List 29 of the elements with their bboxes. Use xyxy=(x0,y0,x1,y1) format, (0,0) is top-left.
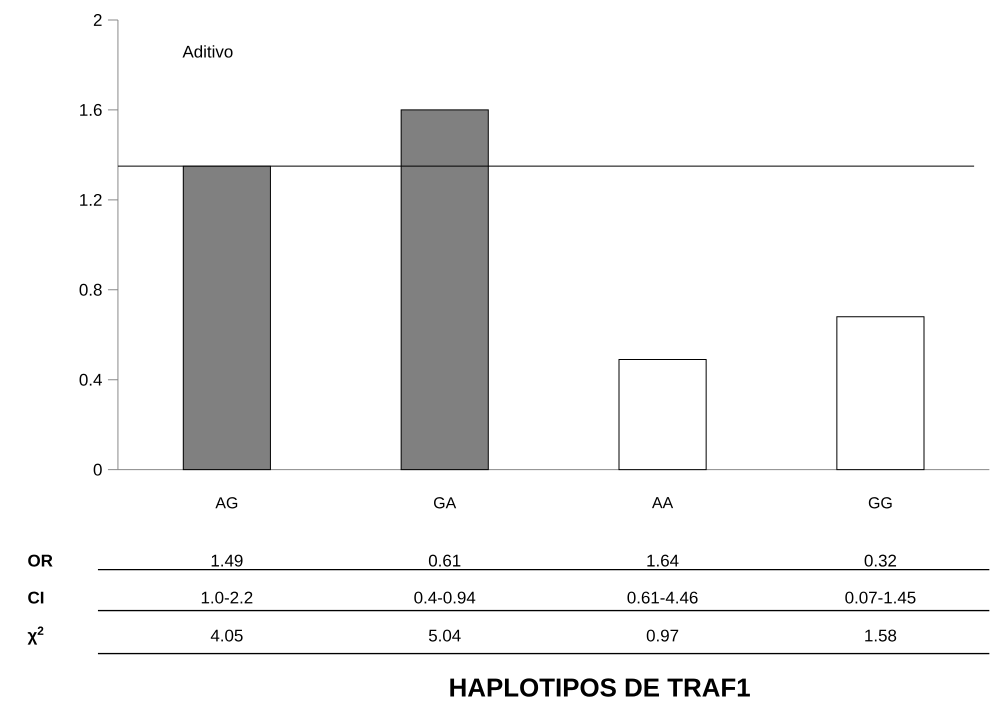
y-tick-label: 0.8 xyxy=(80,284,102,296)
text: HAPLOTIPOS DE TRAF1 xyxy=(450,678,750,697)
text: OR xyxy=(28,554,53,567)
text: 4.05 xyxy=(210,630,243,642)
y-tick-label: 0 xyxy=(94,464,102,476)
y-tick-label: 1.6 xyxy=(80,104,102,116)
text: 1.0-2.2 xyxy=(202,592,252,604)
text: 1.64 xyxy=(647,554,679,567)
text: 0.32 xyxy=(864,554,896,567)
y-tick-label: 2 xyxy=(94,14,102,26)
text: CI xyxy=(28,592,44,604)
y-tick-label: 1.2 xyxy=(80,194,102,206)
x-tick-label: AA xyxy=(652,497,674,508)
text: 1.58 xyxy=(865,630,896,642)
text: 0.97 xyxy=(646,630,678,642)
x-tick-label: AG xyxy=(215,497,238,509)
x-tick-label: GA xyxy=(434,497,456,509)
text: 0.4-0.94 xyxy=(414,592,476,604)
text: χ$^{2}$ xyxy=(28,626,44,645)
bar xyxy=(836,316,925,470)
text: 5.04 xyxy=(428,630,461,642)
text: 0.61-4.46 xyxy=(627,592,698,604)
y-tick-label: 0.4 xyxy=(80,374,102,386)
x-tick-label: GG xyxy=(868,497,892,509)
text: 0.61 xyxy=(428,554,460,567)
text: 1.49 xyxy=(212,554,243,567)
bar xyxy=(618,359,707,470)
annotation: Aditivo xyxy=(182,45,233,58)
text: 0.07-1.45 xyxy=(845,592,916,604)
